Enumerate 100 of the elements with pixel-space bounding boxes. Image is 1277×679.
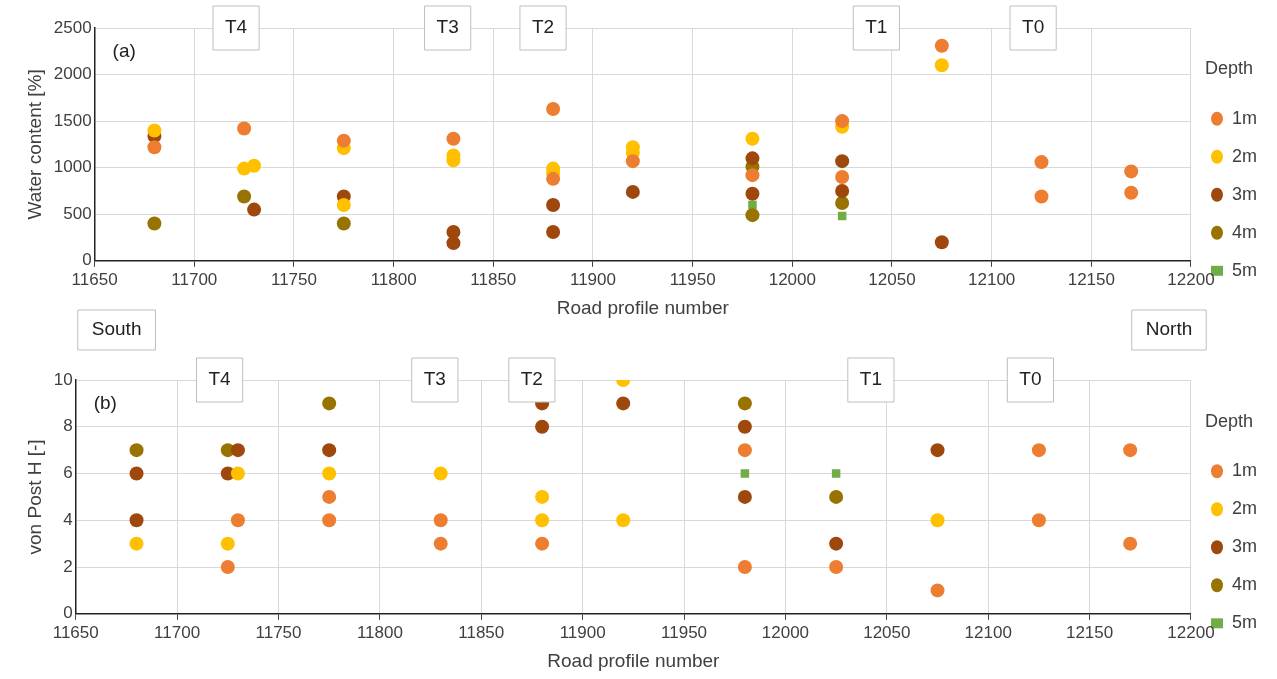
point [930,513,945,528]
point [829,560,844,575]
legend-label: 4m [1232,221,1258,242]
point [129,443,144,458]
point [535,536,550,551]
point [835,196,850,211]
x-tick-label: 12150 [1067,269,1115,289]
point [737,489,752,504]
point [220,560,235,575]
point [835,154,850,169]
point [737,419,752,434]
point [322,443,337,458]
x-tick-label: 11650 [52,622,99,642]
point [745,168,760,183]
point [1123,536,1138,551]
x-axis-title: Road profile number [556,296,730,318]
point [129,536,144,551]
legend-label: 1m [1232,107,1258,128]
text: North [1145,318,1193,340]
point [748,200,757,210]
point [934,38,949,53]
legend-label: 2m [1232,498,1258,519]
point [546,224,561,239]
x-tick-label: 12050 [863,622,911,642]
x-tick-label: 12200 [1167,269,1215,289]
point [147,216,162,231]
point [247,158,262,173]
point [930,443,945,458]
point [835,114,850,129]
point [1124,185,1139,200]
point [831,469,841,478]
point [616,513,631,528]
point [1034,189,1049,204]
point [934,235,949,250]
point [1031,443,1046,458]
point [230,513,245,528]
point [737,396,752,411]
x-tick-label: 11950 [669,269,716,289]
point [322,513,337,528]
legend-label: 5m [1232,612,1258,633]
point [336,133,351,148]
point [930,583,945,598]
point [433,536,448,551]
legend-label: 4m [1232,574,1258,595]
point [220,536,235,551]
point [433,513,448,528]
x-tick-label: 11700 [171,269,218,289]
x-tick-label: 11700 [154,622,201,642]
point [934,58,949,73]
annotation: (b) [93,392,117,414]
x-axis-title: Road profile number [547,649,721,671]
legend-label: 1m [1232,460,1258,481]
point [625,184,640,199]
y-tick-label: 4 [63,509,73,529]
y-tick-label: 6 [63,463,73,483]
point [322,489,337,504]
point [147,123,162,138]
point [1124,164,1139,179]
y-tick-label: 0 [82,250,92,270]
point [147,140,162,155]
x-tick-label: 11800 [356,622,403,642]
y-axis-title: Water content [%] [23,69,45,220]
y-tick-label: 2000 [53,64,92,84]
legend-title: Depth [1204,58,1254,79]
point [433,466,448,481]
y-tick-label: 8 [63,416,73,436]
point [745,186,760,201]
x-tick-label: 12000 [768,269,816,289]
point [322,396,337,411]
point [129,513,144,528]
point [745,151,760,166]
legend-label: 3m [1232,183,1258,204]
annotation: (a) [112,40,136,62]
annotation: T4 [224,16,248,38]
x-tick-label: 12100 [964,622,1012,642]
point [535,419,550,434]
y-tick-label: 2 [63,556,73,576]
text: South [91,318,142,340]
point [625,154,640,169]
point [535,489,550,504]
x-tick-label: 12150 [1065,622,1114,642]
annotation: T3 [423,368,446,390]
point [546,171,561,186]
annotation: T2 [531,16,555,38]
point [446,236,461,251]
legend-label: 3m [1232,536,1258,557]
point [745,208,760,223]
y-axis-title: von Post H [-] [23,439,45,555]
legend-label: 5m [1232,259,1258,280]
legend-title: Depth [1204,410,1254,431]
annotation: T0 [1022,16,1045,38]
point [745,131,760,146]
annotation: T3 [436,16,459,38]
x-tick-label: 11850 [458,622,505,642]
point [230,443,245,458]
point [835,183,850,198]
annotation: T0 [1019,368,1042,390]
annotation: T2 [520,368,543,390]
x-tick-label: 11750 [255,622,302,642]
x-tick-label: 11900 [569,269,616,289]
